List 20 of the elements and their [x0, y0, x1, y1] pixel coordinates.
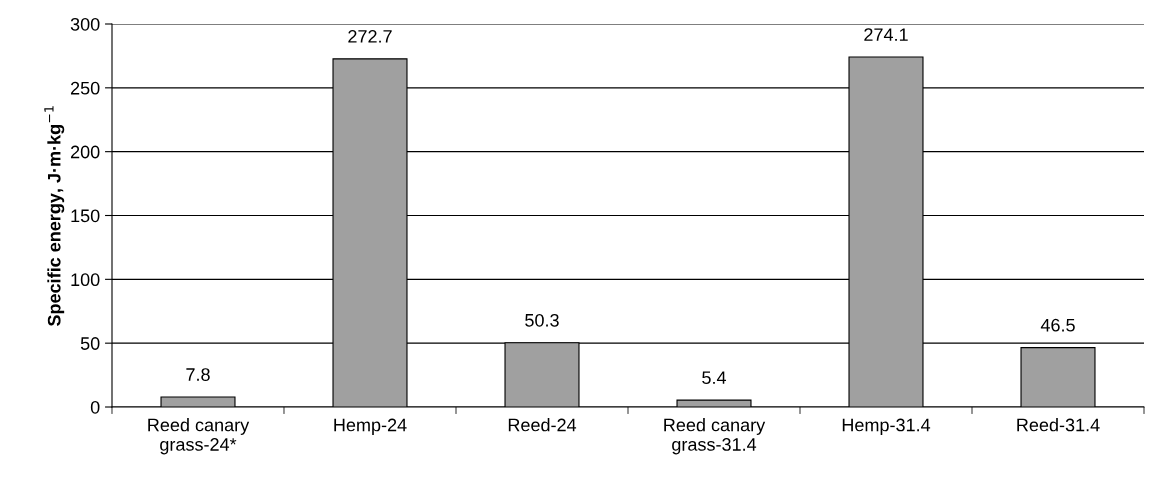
y-axis-title: Specific energy, J·m·kg$^{−1}$: [44, 106, 65, 327]
y-tick-label: 150: [71, 209, 100, 223]
data-label: 274.1: [864, 28, 908, 41]
x-tick-label: Reed-31.4: [1017, 418, 1100, 432]
data-label: 5.4: [702, 371, 727, 385]
y-tick-label: 50: [80, 337, 100, 350]
y-tick-label: 100: [71, 273, 100, 287]
x-tick-label: Reed-24: [508, 418, 577, 432]
x-tick-label: Reed canary grass-31.4: [664, 418, 766, 455]
x-tick-label: Hemp-31.4: [842, 418, 931, 435]
data-label: 46.5: [1040, 318, 1075, 332]
data-label: 272.7: [348, 30, 392, 43]
y-tick-label: 300: [70, 17, 100, 31]
y-tick-label: 0: [90, 400, 100, 414]
x-tick-label: Reed canary grass-24*: [148, 418, 250, 455]
y-tick-label: 250: [70, 81, 100, 95]
data-label: 50.3: [525, 313, 559, 327]
y-tick-label: 200: [70, 145, 100, 159]
data-label: 7.8: [186, 368, 210, 381]
x-tick-label: Hemp-24: [334, 418, 407, 435]
